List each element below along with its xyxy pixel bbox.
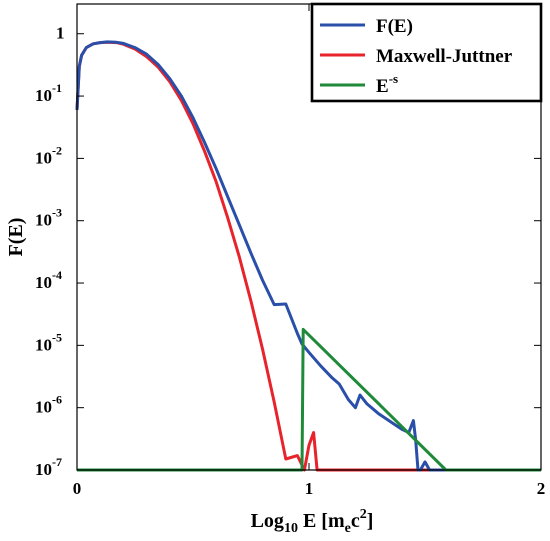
y-tick-label: 10-4	[35, 268, 62, 292]
y-tick-label: 10-5	[35, 330, 62, 354]
y-tick-label: 10-6	[35, 393, 62, 417]
series-line-1	[75, 40, 541, 472]
y-tick-label: 10-7	[35, 455, 62, 479]
legend-label-power-law-exponent: -s	[389, 71, 398, 86]
legend-label-fe: F(E)	[376, 16, 413, 37]
y-axis-title: F(E)	[5, 218, 27, 257]
series-line-0	[75, 40, 541, 472]
y-tick-label: 10-1	[35, 81, 62, 105]
y-tick-label: 10-3	[35, 206, 62, 230]
x-tick-label: 2	[537, 479, 546, 498]
axis-ticks: 0 1 2 1 10-1 10-2 10-3 10-4 10-5 10-6 10-7	[35, 4, 545, 498]
legend: F(E) Maxwell-Juttner E-s	[310, 2, 543, 103]
y-tick-label: 10-2	[35, 143, 62, 167]
x-tick-label: 0	[73, 479, 82, 498]
legend-label-power-law: E-s	[376, 71, 398, 97]
legend-label-maxwell-juttner: Maxwell-Juttner	[376, 46, 513, 67]
plot-area	[75, 40, 541, 472]
x-tick-label: 1	[305, 479, 314, 498]
x-axis-title: Log10 E [mec2]	[251, 507, 374, 536]
y-tick-label: 1	[56, 24, 65, 43]
